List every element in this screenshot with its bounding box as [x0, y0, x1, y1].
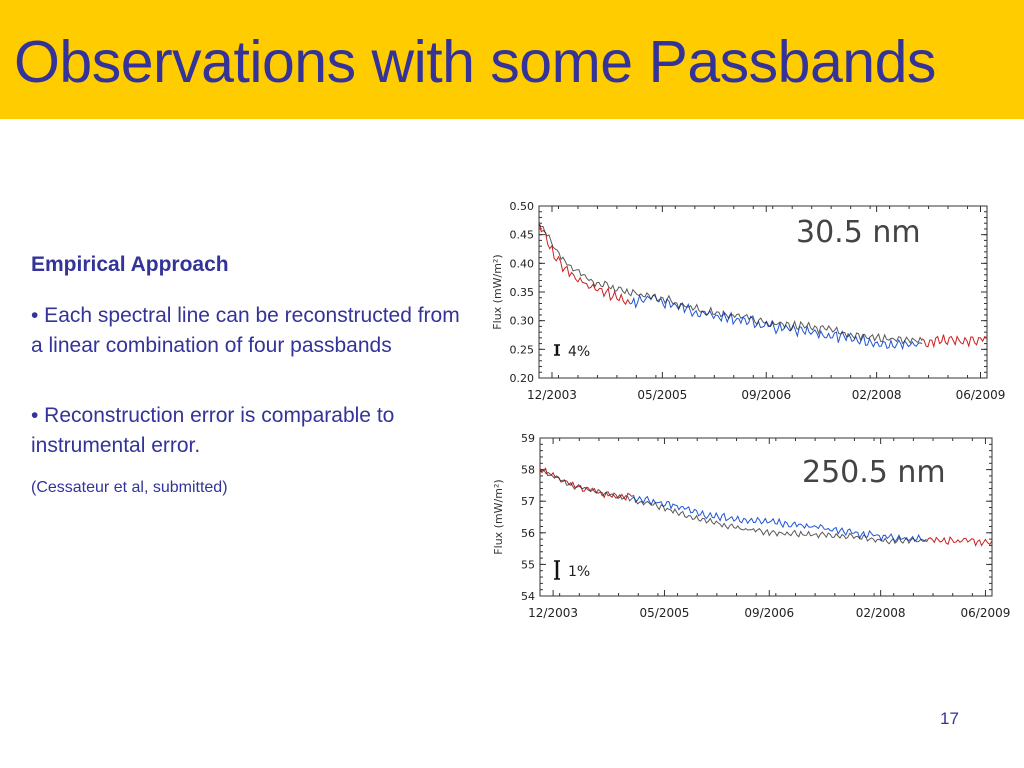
x-tick-label: 12/2003 [528, 606, 578, 620]
slide-body: Empirical Approach • Each spectral line … [31, 253, 476, 497]
series-line [921, 334, 988, 349]
y-tick-label: 59 [521, 432, 535, 445]
y-axis-label: Flux (mW/m²) [491, 254, 504, 329]
error-bar-label: 1% [568, 564, 590, 580]
x-tick-label: 09/2006 [744, 606, 794, 620]
bullet-item: • Each spectral line can be reconstructe… [31, 304, 460, 357]
x-tick-label: 05/2005 [640, 606, 690, 620]
x-tick-label: 02/2008 [852, 388, 902, 402]
series-line [539, 467, 633, 502]
y-tick-label: 0.25 [510, 343, 535, 356]
x-tick-label: 05/2005 [637, 388, 687, 402]
y-tick-label: 0.35 [510, 286, 535, 299]
series-line [631, 494, 927, 543]
plot-frame [538, 205, 988, 379]
x-tick-label: 09/2006 [741, 388, 791, 402]
chart-250-5-nm: 59 58 57 56 55 54 12/2003 05/2005 09/2006 02/2008… [492, 432, 1010, 620]
y-tick-label: 0.40 [510, 257, 535, 270]
y-axis-label: Flux (mW/m²) [492, 479, 505, 554]
y-tick-label: 57 [521, 495, 535, 508]
page-number: 17 [940, 709, 959, 728]
series-line [538, 224, 923, 345]
slide-title: Observations with some Passbands [14, 29, 936, 95]
wavelength-annotation: 30.5 nm [796, 215, 921, 250]
y-tick-label: 58 [521, 464, 535, 477]
section-heading: Empirical Approach [31, 253, 229, 276]
series-line [539, 469, 927, 545]
y-tick-label: 56 [521, 527, 535, 540]
x-tick-label: 12/2003 [527, 388, 577, 402]
x-tick-label: 02/2008 [856, 606, 906, 620]
y-tick-label: 0.45 [510, 229, 535, 242]
y-tick-label: 0.50 [510, 200, 535, 213]
error-bar-label: 4% [568, 344, 590, 360]
title-bar: Observations with some Passbands [0, 0, 1024, 119]
x-tick-label: 06/2009 [961, 606, 1011, 620]
chart-30-5-nm: 0.50 0.45 0.40 0.35 0.30 0.25 0.20 12/2003 05/20… [491, 200, 1006, 402]
bullet-item: • Reconstruction error is comparable to … [31, 404, 395, 457]
y-tick-label: 55 [521, 558, 535, 571]
y-tick-label: 0.20 [510, 372, 535, 385]
x-tick-label: 06/2009 [956, 388, 1006, 402]
y-tick-label: 54 [521, 590, 535, 603]
wavelength-annotation: 250.5 nm [802, 455, 946, 490]
series-line [926, 536, 993, 547]
citation: (Cessateur et al, submitted) [31, 479, 228, 496]
plot-frame [539, 437, 993, 597]
y-tick-label: 0.30 [510, 315, 535, 328]
